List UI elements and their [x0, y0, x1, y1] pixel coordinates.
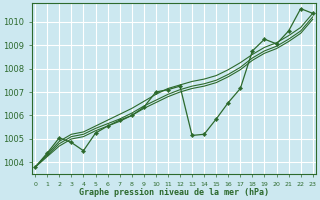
X-axis label: Graphe pression niveau de la mer (hPa): Graphe pression niveau de la mer (hPa) — [79, 188, 269, 197]
